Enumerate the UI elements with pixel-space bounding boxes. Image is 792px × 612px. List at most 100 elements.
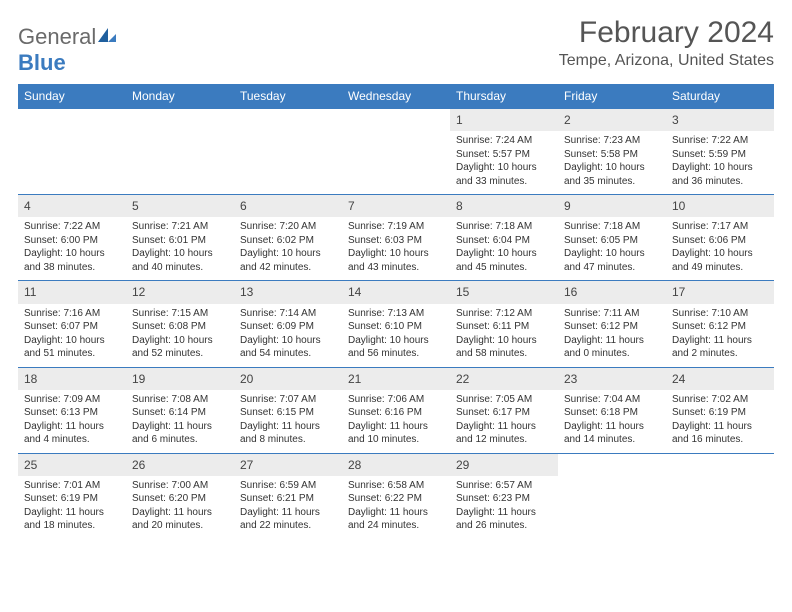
day-number: 23: [558, 368, 666, 390]
day-details: Sunrise: 7:15 AMSunset: 6:08 PMDaylight:…: [126, 304, 234, 367]
day-details: Sunrise: 6:59 AMSunset: 6:21 PMDaylight:…: [234, 476, 342, 539]
day-cell: 18Sunrise: 7:09 AMSunset: 6:13 PMDayligh…: [18, 367, 126, 453]
day-details: Sunrise: 7:19 AMSunset: 6:03 PMDaylight:…: [342, 217, 450, 280]
sail-icon: [96, 24, 118, 50]
day-number: 12: [126, 281, 234, 303]
day-cell: 19Sunrise: 7:08 AMSunset: 6:14 PMDayligh…: [126, 367, 234, 453]
day-details: Sunrise: 7:16 AMSunset: 6:07 PMDaylight:…: [18, 304, 126, 367]
location: Tempe, Arizona, United States: [559, 52, 774, 70]
day-details: Sunrise: 7:18 AMSunset: 6:05 PMDaylight:…: [558, 217, 666, 280]
day-cell: [558, 453, 666, 539]
day-cell: 15Sunrise: 7:12 AMSunset: 6:11 PMDayligh…: [450, 281, 558, 367]
day-header: Sunday: [18, 84, 126, 109]
day-number: 14: [342, 281, 450, 303]
day-cell: 29Sunrise: 6:57 AMSunset: 6:23 PMDayligh…: [450, 453, 558, 539]
day-details: Sunrise: 7:05 AMSunset: 6:17 PMDaylight:…: [450, 390, 558, 453]
logo-text: General Blue: [18, 24, 118, 76]
day-cell: 8Sunrise: 7:18 AMSunset: 6:04 PMDaylight…: [450, 195, 558, 281]
day-number: 7: [342, 195, 450, 217]
day-details: Sunrise: 7:08 AMSunset: 6:14 PMDaylight:…: [126, 390, 234, 453]
day-number: 4: [18, 195, 126, 217]
day-cell: 9Sunrise: 7:18 AMSunset: 6:05 PMDaylight…: [558, 195, 666, 281]
title-block: February 2024 Tempe, Arizona, United Sta…: [559, 16, 774, 70]
day-cell: 6Sunrise: 7:20 AMSunset: 6:02 PMDaylight…: [234, 195, 342, 281]
day-details: Sunrise: 6:57 AMSunset: 6:23 PMDaylight:…: [450, 476, 558, 539]
calendar-table: SundayMondayTuesdayWednesdayThursdayFrid…: [18, 84, 774, 539]
day-details: Sunrise: 7:12 AMSunset: 6:11 PMDaylight:…: [450, 304, 558, 367]
day-details: Sunrise: 7:20 AMSunset: 6:02 PMDaylight:…: [234, 217, 342, 280]
logo-word2: Blue: [18, 50, 66, 75]
day-number: 25: [18, 454, 126, 476]
day-cell: 5Sunrise: 7:21 AMSunset: 6:01 PMDaylight…: [126, 195, 234, 281]
day-number: 9: [558, 195, 666, 217]
day-cell: 12Sunrise: 7:15 AMSunset: 6:08 PMDayligh…: [126, 281, 234, 367]
day-details: Sunrise: 7:04 AMSunset: 6:18 PMDaylight:…: [558, 390, 666, 453]
day-details: Sunrise: 7:10 AMSunset: 6:12 PMDaylight:…: [666, 304, 774, 367]
day-details: Sunrise: 7:02 AMSunset: 6:19 PMDaylight:…: [666, 390, 774, 453]
day-cell: 13Sunrise: 7:14 AMSunset: 6:09 PMDayligh…: [234, 281, 342, 367]
day-number: 18: [18, 368, 126, 390]
day-cell: 2Sunrise: 7:23 AMSunset: 5:58 PMDaylight…: [558, 109, 666, 195]
day-cell: 14Sunrise: 7:13 AMSunset: 6:10 PMDayligh…: [342, 281, 450, 367]
calendar-body: 1Sunrise: 7:24 AMSunset: 5:57 PMDaylight…: [18, 109, 774, 540]
day-number: 11: [18, 281, 126, 303]
day-cell: 21Sunrise: 7:06 AMSunset: 6:16 PMDayligh…: [342, 367, 450, 453]
day-header: Friday: [558, 84, 666, 109]
day-number: 19: [126, 368, 234, 390]
day-details: Sunrise: 7:22 AMSunset: 6:00 PMDaylight:…: [18, 217, 126, 280]
day-number: 5: [126, 195, 234, 217]
day-details: Sunrise: 7:11 AMSunset: 6:12 PMDaylight:…: [558, 304, 666, 367]
day-number: 28: [342, 454, 450, 476]
day-details: Sunrise: 7:24 AMSunset: 5:57 PMDaylight:…: [450, 131, 558, 194]
day-cell: 11Sunrise: 7:16 AMSunset: 6:07 PMDayligh…: [18, 281, 126, 367]
day-number: 17: [666, 281, 774, 303]
day-number: 13: [234, 281, 342, 303]
month-title: February 2024: [559, 16, 774, 50]
day-cell: 10Sunrise: 7:17 AMSunset: 6:06 PMDayligh…: [666, 195, 774, 281]
day-number: 29: [450, 454, 558, 476]
day-cell: [126, 109, 234, 195]
week-row: 25Sunrise: 7:01 AMSunset: 6:19 PMDayligh…: [18, 453, 774, 539]
day-number: 22: [450, 368, 558, 390]
day-number: 26: [126, 454, 234, 476]
day-cell: 28Sunrise: 6:58 AMSunset: 6:22 PMDayligh…: [342, 453, 450, 539]
week-row: 11Sunrise: 7:16 AMSunset: 6:07 PMDayligh…: [18, 281, 774, 367]
day-cell: [666, 453, 774, 539]
day-cell: 17Sunrise: 7:10 AMSunset: 6:12 PMDayligh…: [666, 281, 774, 367]
day-cell: 4Sunrise: 7:22 AMSunset: 6:00 PMDaylight…: [18, 195, 126, 281]
week-row: 1Sunrise: 7:24 AMSunset: 5:57 PMDaylight…: [18, 109, 774, 195]
day-cell: 20Sunrise: 7:07 AMSunset: 6:15 PMDayligh…: [234, 367, 342, 453]
day-details: Sunrise: 7:07 AMSunset: 6:15 PMDaylight:…: [234, 390, 342, 453]
day-number: 15: [450, 281, 558, 303]
day-details: Sunrise: 7:13 AMSunset: 6:10 PMDaylight:…: [342, 304, 450, 367]
day-details: Sunrise: 7:21 AMSunset: 6:01 PMDaylight:…: [126, 217, 234, 280]
day-cell: 26Sunrise: 7:00 AMSunset: 6:20 PMDayligh…: [126, 453, 234, 539]
day-details: Sunrise: 7:22 AMSunset: 5:59 PMDaylight:…: [666, 131, 774, 194]
day-cell: 24Sunrise: 7:02 AMSunset: 6:19 PMDayligh…: [666, 367, 774, 453]
day-cell: 27Sunrise: 6:59 AMSunset: 6:21 PMDayligh…: [234, 453, 342, 539]
day-number: 24: [666, 368, 774, 390]
logo: General Blue: [18, 24, 118, 76]
day-details: Sunrise: 7:06 AMSunset: 6:16 PMDaylight:…: [342, 390, 450, 453]
day-details: Sunrise: 7:14 AMSunset: 6:09 PMDaylight:…: [234, 304, 342, 367]
day-number: 27: [234, 454, 342, 476]
day-cell: 25Sunrise: 7:01 AMSunset: 6:19 PMDayligh…: [18, 453, 126, 539]
day-number: 21: [342, 368, 450, 390]
day-cell: 23Sunrise: 7:04 AMSunset: 6:18 PMDayligh…: [558, 367, 666, 453]
day-cell: 7Sunrise: 7:19 AMSunset: 6:03 PMDaylight…: [342, 195, 450, 281]
header: General Blue February 2024 Tempe, Arizon…: [18, 16, 774, 76]
day-cell: 3Sunrise: 7:22 AMSunset: 5:59 PMDaylight…: [666, 109, 774, 195]
day-number: 16: [558, 281, 666, 303]
day-header: Thursday: [450, 84, 558, 109]
day-details: Sunrise: 7:00 AMSunset: 6:20 PMDaylight:…: [126, 476, 234, 539]
day-details: Sunrise: 6:58 AMSunset: 6:22 PMDaylight:…: [342, 476, 450, 539]
day-cell: [18, 109, 126, 195]
day-header: Tuesday: [234, 84, 342, 109]
day-details: Sunrise: 7:18 AMSunset: 6:04 PMDaylight:…: [450, 217, 558, 280]
logo-word1: General: [18, 24, 96, 49]
day-number: 3: [666, 109, 774, 131]
day-cell: 22Sunrise: 7:05 AMSunset: 6:17 PMDayligh…: [450, 367, 558, 453]
day-details: Sunrise: 7:09 AMSunset: 6:13 PMDaylight:…: [18, 390, 126, 453]
week-row: 18Sunrise: 7:09 AMSunset: 6:13 PMDayligh…: [18, 367, 774, 453]
day-details: Sunrise: 7:01 AMSunset: 6:19 PMDaylight:…: [18, 476, 126, 539]
